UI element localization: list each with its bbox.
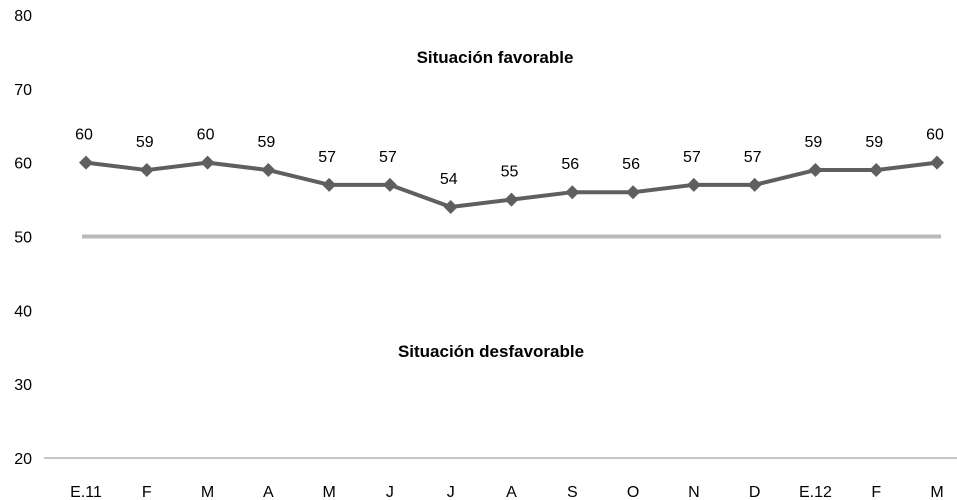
x-tick-label: J xyxy=(386,484,394,500)
data-label: 57 xyxy=(683,149,701,166)
data-point-marker xyxy=(382,177,397,192)
data-point-marker xyxy=(565,185,580,200)
data-label: 56 xyxy=(561,156,579,173)
x-tick-label: F xyxy=(142,484,152,500)
data-label: 59 xyxy=(805,134,823,151)
data-label: 57 xyxy=(379,149,397,166)
x-tick-label: S xyxy=(567,484,578,500)
data-markers xyxy=(79,155,944,214)
data-point-marker xyxy=(626,185,641,200)
data-point-marker xyxy=(261,163,276,178)
data-label: 59 xyxy=(865,134,883,151)
y-axis-labels: 20 30 40 50 60 70 80 xyxy=(14,8,32,468)
data-point-marker xyxy=(79,155,93,170)
x-axis-labels: E.11 F M A M J J A S O N D E.12 F M xyxy=(70,484,944,500)
data-point-marker xyxy=(808,163,823,178)
x-tick-label: O xyxy=(627,484,639,500)
x-tick-label: E.11 xyxy=(70,484,102,500)
data-label: 57 xyxy=(744,149,762,166)
y-tick-label: 70 xyxy=(14,82,32,99)
x-tick-label: A xyxy=(263,484,274,500)
y-tick-label: 50 xyxy=(14,230,32,247)
x-tick-label: F xyxy=(871,484,881,500)
y-tick-label: 20 xyxy=(14,451,32,468)
favorable-annotation: Situación favorable xyxy=(417,48,574,67)
data-label: 60 xyxy=(926,127,944,144)
x-tick-label: D xyxy=(749,484,761,500)
data-point-marker xyxy=(869,163,884,178)
x-tick-label: N xyxy=(688,484,700,500)
x-tick-label: J xyxy=(447,484,455,500)
x-tick-label: M xyxy=(930,484,943,500)
data-label: 60 xyxy=(197,127,215,144)
x-tick-label: M xyxy=(201,484,214,500)
y-tick-label: 60 xyxy=(14,156,32,173)
unfavorable-annotation: Situación desfavorable xyxy=(398,342,584,361)
data-label: 60 xyxy=(75,127,93,144)
data-point-marker xyxy=(139,163,154,178)
y-tick-label: 80 xyxy=(14,8,32,25)
x-tick-label: M xyxy=(322,484,335,500)
x-tick-label: A xyxy=(506,484,517,500)
data-point-marker xyxy=(686,177,701,192)
data-point-marker xyxy=(747,177,762,192)
data-label: 54 xyxy=(440,171,458,188)
y-tick-label: 40 xyxy=(14,303,32,320)
data-point-marker xyxy=(443,199,458,214)
data-label: 59 xyxy=(136,134,154,151)
data-label: 56 xyxy=(622,156,640,173)
data-label: 57 xyxy=(318,149,336,166)
data-label: 59 xyxy=(257,134,275,151)
y-tick-label: 30 xyxy=(14,377,32,394)
data-labels: 60 59 60 59 57 57 54 55 56 56 57 57 59 59 60 xyxy=(75,127,944,188)
data-label: 55 xyxy=(501,164,519,181)
data-point-marker xyxy=(322,177,337,192)
data-point-marker xyxy=(930,155,944,170)
data-point-marker xyxy=(504,192,519,207)
data-point-marker xyxy=(200,155,215,170)
x-tick-label: E.12 xyxy=(799,484,832,500)
